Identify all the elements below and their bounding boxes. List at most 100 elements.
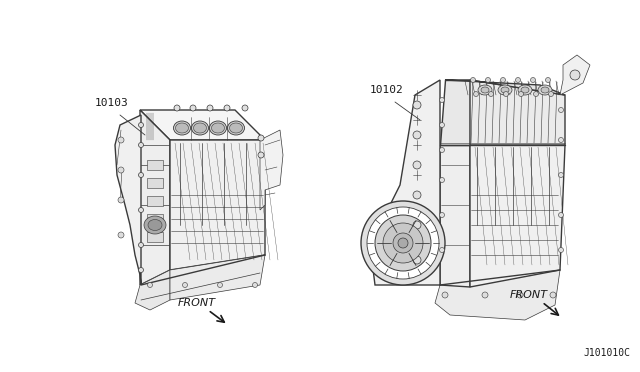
- Circle shape: [138, 267, 143, 273]
- Polygon shape: [115, 115, 141, 285]
- Circle shape: [413, 256, 421, 264]
- Circle shape: [258, 135, 264, 141]
- Circle shape: [474, 92, 479, 96]
- Circle shape: [440, 177, 445, 183]
- Polygon shape: [470, 80, 565, 145]
- Ellipse shape: [175, 123, 189, 133]
- Polygon shape: [170, 255, 265, 300]
- Circle shape: [470, 77, 476, 83]
- Circle shape: [440, 148, 445, 153]
- Ellipse shape: [541, 87, 549, 93]
- Circle shape: [218, 282, 223, 288]
- Polygon shape: [445, 80, 565, 95]
- Circle shape: [482, 292, 488, 298]
- Circle shape: [383, 223, 423, 263]
- Circle shape: [182, 282, 188, 288]
- Polygon shape: [170, 140, 265, 270]
- Circle shape: [190, 105, 196, 111]
- Circle shape: [174, 105, 180, 111]
- Circle shape: [253, 282, 257, 288]
- Ellipse shape: [478, 85, 492, 95]
- Circle shape: [413, 101, 421, 109]
- Circle shape: [361, 201, 445, 285]
- Polygon shape: [147, 232, 163, 242]
- Circle shape: [413, 161, 421, 169]
- Circle shape: [138, 173, 143, 177]
- Ellipse shape: [230, 123, 243, 133]
- Text: 10103: 10103: [95, 98, 129, 108]
- Polygon shape: [140, 110, 170, 285]
- Circle shape: [440, 97, 445, 103]
- Text: FRONT: FRONT: [510, 290, 548, 300]
- Circle shape: [548, 92, 554, 96]
- Ellipse shape: [521, 87, 529, 93]
- Ellipse shape: [173, 121, 191, 135]
- Circle shape: [559, 247, 563, 253]
- Circle shape: [559, 173, 563, 177]
- Circle shape: [486, 77, 490, 83]
- Circle shape: [138, 142, 143, 148]
- Circle shape: [545, 77, 550, 83]
- Ellipse shape: [209, 121, 227, 135]
- Circle shape: [559, 138, 563, 142]
- Circle shape: [398, 238, 408, 248]
- Polygon shape: [147, 214, 163, 224]
- Polygon shape: [147, 178, 163, 188]
- Circle shape: [531, 77, 536, 83]
- Circle shape: [118, 167, 124, 173]
- Circle shape: [147, 282, 152, 288]
- Circle shape: [515, 77, 520, 83]
- Circle shape: [118, 137, 124, 143]
- Circle shape: [138, 243, 143, 247]
- Ellipse shape: [227, 121, 244, 135]
- Circle shape: [504, 92, 509, 96]
- Polygon shape: [440, 80, 470, 145]
- Circle shape: [440, 212, 445, 218]
- Circle shape: [224, 105, 230, 111]
- Circle shape: [138, 122, 143, 128]
- Circle shape: [518, 92, 524, 96]
- Text: J101010C: J101010C: [583, 348, 630, 358]
- Circle shape: [500, 77, 506, 83]
- Circle shape: [207, 105, 213, 111]
- Ellipse shape: [498, 85, 512, 95]
- Polygon shape: [135, 270, 170, 310]
- Circle shape: [488, 92, 493, 96]
- Circle shape: [550, 292, 556, 298]
- Ellipse shape: [193, 123, 207, 133]
- Circle shape: [367, 207, 439, 279]
- Polygon shape: [260, 130, 283, 210]
- Ellipse shape: [501, 87, 509, 93]
- Circle shape: [440, 122, 445, 128]
- Circle shape: [375, 215, 431, 271]
- Circle shape: [242, 105, 248, 111]
- Circle shape: [138, 208, 143, 212]
- Polygon shape: [440, 145, 470, 287]
- Circle shape: [118, 232, 124, 238]
- Circle shape: [413, 191, 421, 199]
- Ellipse shape: [481, 87, 489, 93]
- Circle shape: [413, 221, 421, 229]
- Polygon shape: [140, 110, 265, 140]
- Polygon shape: [435, 270, 560, 320]
- Polygon shape: [147, 196, 163, 206]
- Circle shape: [517, 292, 523, 298]
- Circle shape: [440, 247, 445, 253]
- Polygon shape: [147, 160, 163, 170]
- Circle shape: [559, 212, 563, 218]
- Text: FRONT: FRONT: [178, 298, 216, 308]
- Ellipse shape: [538, 85, 552, 95]
- Circle shape: [559, 108, 563, 112]
- Circle shape: [413, 131, 421, 139]
- Polygon shape: [370, 80, 440, 285]
- Circle shape: [534, 92, 538, 96]
- Text: 10102: 10102: [370, 85, 404, 95]
- Ellipse shape: [144, 216, 166, 234]
- Ellipse shape: [191, 121, 209, 135]
- Circle shape: [118, 197, 124, 203]
- Ellipse shape: [211, 123, 225, 133]
- Circle shape: [393, 233, 413, 253]
- Circle shape: [442, 292, 448, 298]
- Ellipse shape: [518, 85, 532, 95]
- Circle shape: [258, 152, 264, 158]
